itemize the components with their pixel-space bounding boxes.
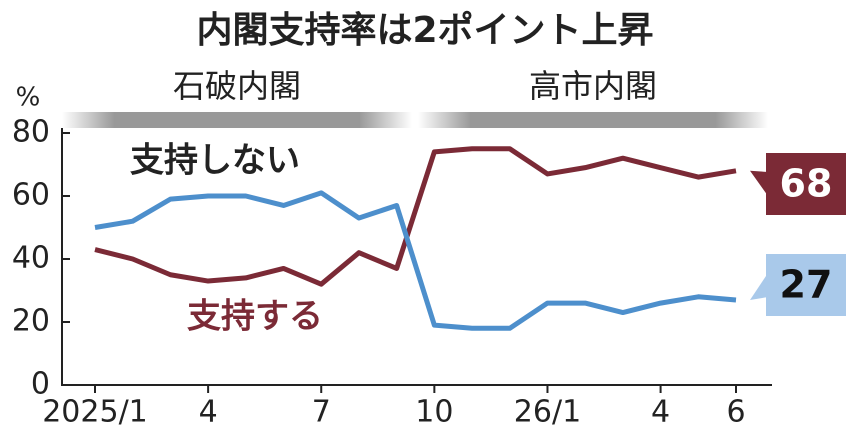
era-bar (62, 112, 412, 128)
callout-pointer (750, 170, 768, 196)
x-tick-label: 7 (312, 395, 331, 430)
y-tick-label: 40 (12, 241, 50, 276)
era-label: 石破内閣 (173, 67, 301, 105)
x-tick-label: 6 (726, 395, 745, 430)
y-tick-label: 20 (12, 304, 50, 339)
x-tick-label: 4 (651, 395, 670, 430)
x-tick-label: 26/1 (514, 395, 581, 430)
y-unit: % (16, 83, 41, 113)
chart-title: 内閣支持率は2ポイント上昇 (196, 9, 653, 51)
end-value-label: 68 (780, 162, 833, 206)
x-tick-label: 4 (199, 395, 218, 430)
series-line (94, 146, 737, 287)
end-value-label: 27 (780, 263, 833, 307)
x-tick-label: 2025/1 (42, 395, 148, 430)
series-label: 支持しない (130, 141, 300, 181)
y-tick-label: 60 (12, 178, 50, 213)
era-label: 高市内閣 (529, 67, 657, 105)
y-tick-label: 0 (31, 367, 50, 402)
callout-box (766, 254, 846, 316)
callout-box (766, 153, 846, 215)
series-label: 支持する (187, 297, 323, 337)
era-bar (418, 112, 768, 128)
callout-pointer (750, 273, 768, 300)
x-tick-label: 10 (415, 395, 453, 430)
y-tick-label: 80 (12, 115, 50, 150)
series-line (94, 190, 737, 331)
